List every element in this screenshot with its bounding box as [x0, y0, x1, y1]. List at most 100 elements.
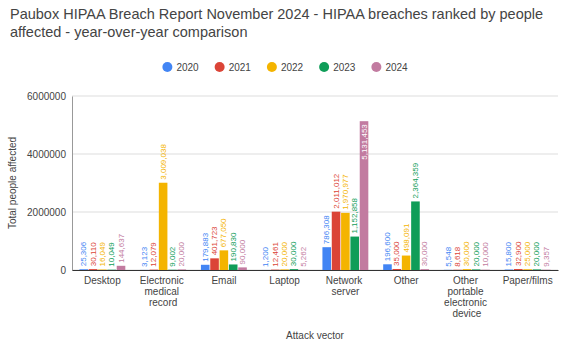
data-label: 190,830 [229, 232, 238, 261]
data-label: 498,091 [402, 223, 411, 252]
bar [117, 266, 126, 270]
data-label: 20,000 [177, 241, 186, 266]
bar [290, 269, 299, 270]
legend-label: 2021 [229, 62, 252, 73]
x-tick: Desktop [84, 270, 121, 286]
y-tick: 2000000 [27, 207, 72, 218]
y-axis-line [72, 97, 73, 271]
x-tick-label: Paper/films [503, 275, 553, 286]
plot: 0200000040000006000000DesktopElectronic … [27, 91, 558, 319]
x-axis: Desktop Electronic medical record Email Lap… [73, 270, 559, 319]
bar [159, 183, 168, 270]
data-label: 1,970,977 [341, 174, 350, 210]
data-label: 30,110 [89, 242, 98, 266]
bar [107, 269, 116, 270]
data-label: 786,308 [322, 215, 331, 244]
x-tick: Paper/films [503, 270, 553, 286]
bar [332, 212, 341, 270]
bar [360, 121, 369, 270]
legend-label: 2022 [281, 62, 304, 73]
data-label: 9,357 [542, 246, 551, 267]
y-tick: 6000000 [27, 91, 72, 102]
bar [341, 213, 350, 270]
grid-line [72, 154, 558, 155]
legend-item: 2023 [319, 62, 356, 73]
x-axis-line [73, 270, 559, 271]
x-tick: Network server [326, 270, 365, 297]
data-label: 15,800 [504, 242, 513, 267]
series [107, 201, 541, 270]
x-tick-label: Desktop [84, 275, 121, 286]
data-labels: 25,3063,123179,8831,200786,308196,6005,5… [79, 124, 551, 267]
legend-swatch [371, 62, 381, 72]
legend-item: 2024 [371, 62, 408, 73]
grid-line [72, 270, 558, 271]
bar [150, 269, 159, 270]
legend-item: 2021 [215, 62, 252, 73]
bar [89, 269, 98, 270]
data-label: 3,123 [140, 246, 149, 267]
y-tick-label: 6000000 [27, 91, 66, 102]
bar [453, 269, 462, 270]
bar [322, 247, 331, 270]
bar [140, 269, 149, 270]
bar [514, 269, 523, 270]
bar [411, 201, 420, 270]
title: Paubox HIPAA Breach Report November 2024… [10, 6, 547, 40]
legend-item: 2020 [162, 62, 199, 73]
legend-item: 2022 [267, 62, 304, 73]
grid-line [72, 212, 558, 213]
data-label: 10,000 [481, 242, 490, 267]
bar [79, 269, 88, 270]
y-axis-title: Total people affected [7, 137, 18, 229]
data-label: 401,723 [210, 226, 219, 255]
bar [463, 269, 472, 270]
grid [72, 96, 558, 270]
data-label: 8,618 [453, 246, 462, 267]
bar [98, 269, 107, 270]
legend-label: 2023 [333, 62, 356, 73]
legend-swatch [162, 62, 172, 72]
legend: 2020 2021 2022 2023 2024 [162, 62, 408, 73]
bar [505, 269, 514, 270]
y-tick-label: 4000000 [27, 149, 66, 160]
data-label: 144,637 [117, 233, 126, 262]
x-tick: Electronic medical record [140, 270, 187, 308]
bar [402, 256, 411, 270]
x-tick: Other portable electronic device [444, 270, 490, 319]
bar [168, 269, 177, 270]
legend-label: 2020 [176, 62, 199, 73]
bar [220, 250, 229, 270]
data-label: 35,000 [392, 241, 401, 266]
data-label: 5,262 [299, 246, 308, 267]
series [98, 183, 532, 270]
legend-swatch [215, 62, 225, 72]
data-label: 196,600 [383, 232, 392, 261]
data-label: 1,200 [261, 246, 270, 267]
x-tick-label: Email [211, 275, 236, 286]
x-tick: Laptop [269, 270, 300, 286]
data-label: 30,000 [462, 241, 471, 266]
data-label: 1,152,858 [350, 197, 359, 233]
data-label: 30,000 [420, 241, 429, 266]
data-label: 677,050 [219, 218, 228, 247]
bar [393, 269, 402, 270]
data-label: 9,002 [168, 246, 177, 267]
bar [350, 237, 359, 270]
bar [262, 269, 271, 270]
data-label: 30,000 [289, 241, 298, 266]
legend-swatch [319, 62, 329, 72]
data-label: 12,079 [149, 242, 158, 267]
x-tick-label: Other portable electronic device [444, 275, 490, 319]
x-tick-label: Laptop [269, 275, 300, 286]
bar [238, 267, 247, 270]
bar [420, 269, 429, 270]
bar [201, 265, 210, 270]
y-axis: 0200000040000006000000 [27, 91, 72, 276]
data-label: 5,548 [444, 246, 453, 267]
bar [444, 269, 453, 270]
x-tick: Other [394, 270, 420, 286]
data-label: 90,000 [238, 239, 247, 264]
bar [383, 264, 392, 270]
bar [280, 269, 289, 270]
